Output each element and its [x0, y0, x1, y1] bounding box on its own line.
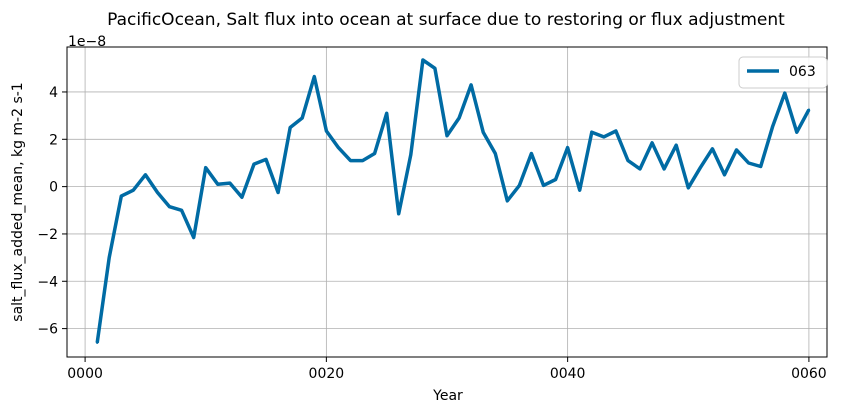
y-axis-offset-label: 1e−8 [68, 34, 106, 50]
data-point [349, 159, 352, 162]
y-tick-label: −2 [37, 227, 58, 243]
x-tick-label: 0020 [309, 366, 345, 382]
data-point [578, 189, 581, 192]
y-tick-label: 2 [49, 132, 58, 148]
data-point [96, 341, 99, 344]
data-point [590, 131, 593, 134]
data-point [675, 144, 678, 147]
data-point [783, 91, 786, 95]
data-point [494, 152, 497, 155]
data-point [771, 125, 774, 128]
x-tick-label: 0000 [67, 366, 103, 382]
data-point [650, 141, 654, 144]
data-point [747, 161, 750, 165]
data-point [301, 116, 304, 120]
data-point [276, 191, 280, 194]
series-points-063 [96, 58, 811, 344]
data-point [409, 153, 412, 156]
data-point [240, 196, 244, 199]
legend-label-063: 063 [789, 64, 816, 80]
y-tick-label: 4 [49, 85, 58, 101]
data-point [602, 135, 605, 139]
data-point [554, 178, 557, 181]
data-point [373, 152, 376, 155]
plot-frame [66, 46, 828, 358]
data-point [469, 83, 473, 87]
data-point [156, 191, 159, 194]
chart-title: PacificOcean, Salt flux into ocean at su… [107, 10, 785, 30]
y-axis-label: salt_flux_added_mean, kg m-2 s-1 [10, 82, 26, 321]
data-point [457, 116, 461, 120]
data-point [566, 146, 569, 149]
data-point [807, 108, 811, 111]
data-point [542, 184, 545, 187]
data-point [120, 194, 123, 198]
data-point [192, 236, 195, 239]
data-point [180, 209, 183, 212]
data-point [132, 189, 135, 192]
data-point [337, 146, 340, 149]
data-point [168, 205, 171, 208]
data-point [687, 186, 690, 189]
data-point [289, 126, 292, 129]
data-point [325, 129, 328, 133]
data-point [397, 212, 400, 215]
x-axis-ticks: 0000 0020 0040 0060 [67, 357, 827, 382]
series-line-063 [95, 58, 811, 344]
data-point [216, 183, 219, 186]
legend: 063 [738, 56, 828, 89]
y-axis-ticks: −6 −4 −2 0 2 4 [37, 85, 67, 338]
x-tick-label: 0060 [791, 366, 827, 382]
data-point [264, 158, 268, 161]
data-point [518, 184, 521, 187]
data-point [421, 58, 425, 62]
data-point [385, 112, 388, 115]
data-point [735, 148, 738, 152]
data-point [204, 166, 207, 169]
data-point [638, 167, 642, 171]
data-point [759, 165, 762, 168]
y-tick-label: −4 [37, 274, 58, 290]
data-point [699, 166, 702, 169]
data-point [506, 199, 509, 202]
data-point [795, 131, 798, 134]
data-point [144, 173, 147, 176]
legend-box [738, 56, 828, 89]
data-point [361, 159, 364, 162]
data-point [108, 256, 111, 259]
data-point [445, 134, 449, 137]
data-point [530, 152, 533, 155]
x-axis-label: Year [432, 388, 463, 404]
data-point [482, 131, 485, 134]
data-point [433, 67, 437, 70]
y-tick-label: −6 [37, 322, 58, 338]
y-tick-label: 0 [49, 180, 58, 196]
data-point [614, 129, 618, 133]
data-point [711, 147, 714, 150]
series-layer [95, 58, 811, 344]
data-point [626, 159, 630, 162]
data-point [313, 75, 316, 78]
data-point [723, 173, 726, 176]
data-point [252, 162, 256, 166]
data-point [228, 181, 232, 185]
data-point [662, 167, 666, 171]
x-tick-label: 0040 [550, 366, 586, 382]
